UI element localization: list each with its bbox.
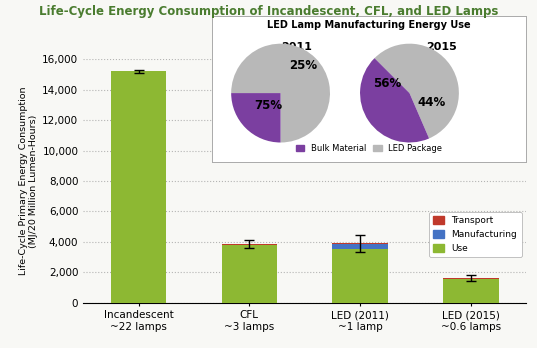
Wedge shape (360, 58, 429, 142)
Bar (443, 279, 498, 303)
Wedge shape (374, 44, 459, 139)
Text: 25%: 25% (289, 60, 317, 72)
Text: 75%: 75% (254, 99, 282, 112)
Bar (332, 249, 388, 303)
Wedge shape (231, 44, 330, 143)
Y-axis label: Life-Cycle Primary Energy Consumption
(MJ/20 Million Lumen-Hours): Life-Cycle Primary Energy Consumption (M… (19, 87, 38, 275)
Text: 2011: 2011 (281, 42, 313, 52)
Text: 2015: 2015 (426, 42, 457, 52)
Legend: Bulk Material, LED Package: Bulk Material, LED Package (293, 141, 446, 156)
Text: 44%: 44% (418, 96, 446, 110)
Bar (332, 244, 388, 249)
Bar (222, 245, 277, 303)
Legend: Transport, Manufacturing, Use: Transport, Manufacturing, Use (429, 212, 522, 257)
Text: Life-Cycle Energy Consumption of Incandescent, CFL, and LED Lamps: Life-Cycle Energy Consumption of Incande… (39, 5, 498, 18)
Wedge shape (231, 93, 280, 143)
Bar (443, 278, 498, 279)
Bar (332, 243, 388, 244)
Bar (222, 244, 277, 245)
Bar (111, 71, 166, 303)
Text: LED Lamp Manufacturing Energy Use: LED Lamp Manufacturing Energy Use (267, 20, 471, 30)
Text: 56%: 56% (373, 77, 401, 90)
